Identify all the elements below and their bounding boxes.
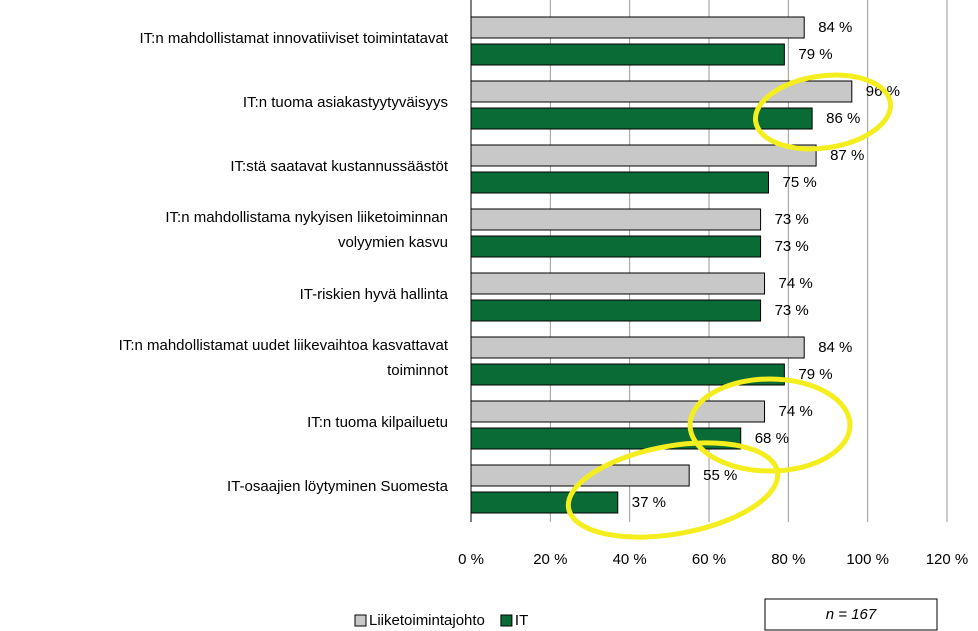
value-label: 84 % [818,19,852,36]
legend-label: Liiketoimintajohto [369,612,485,629]
highlight-ellipse [565,440,781,540]
x-tick-label: 0 % [458,551,484,568]
value-label: 87 % [830,147,864,164]
bar [470,299,762,322]
value-label: 84 % [818,339,852,356]
value-label: 68 % [755,430,789,447]
bar [470,107,813,130]
bar [470,208,762,231]
category-label: IT:n mahdollistama nykyisen liiketoiminn… [165,209,448,251]
bar [470,272,766,295]
bar [470,80,853,103]
x-tick-label: 20 % [533,551,567,568]
x-tick-label: 60 % [692,551,726,568]
category-label: IT:n tuoma kilpailuetu [307,413,448,431]
x-tick-label: 40 % [613,551,647,568]
value-label: 55 % [703,467,737,484]
bar [470,144,817,167]
category-label: IT:n tuoma asiakastyytyväisyys [242,93,448,111]
legend-swatch [500,614,513,627]
value-label: 37 % [632,494,666,511]
value-label: 79 % [798,46,832,63]
value-label: 73 % [775,302,809,319]
bar [470,43,785,66]
value-label: 74 % [779,403,813,420]
x-tick-label: 120 % [926,551,969,568]
bar [470,336,805,359]
bar [470,400,766,423]
category-label: IT:stä saatavat kustannussäästöt [230,157,448,175]
bar [470,235,762,258]
bar [470,171,769,194]
value-label: 86 % [826,110,860,127]
bar [470,363,785,386]
note: n = 167 [826,606,877,623]
value-label: 73 % [775,211,809,228]
highlight-ellipse [752,72,894,152]
value-label: 73 % [775,238,809,255]
note-box [764,598,938,631]
category-label: IT:n mahdollistamat innovatiiviset toimi… [139,29,448,47]
x-tick-label: 80 % [771,551,805,568]
value-label: 74 % [779,275,813,292]
legend-swatch [354,614,367,627]
highlight-ellipse [687,376,853,474]
bar [470,16,805,39]
value-label: 79 % [798,366,832,383]
category-label: IT:n mahdollistamat uudet liikevaihtoa k… [118,337,448,379]
category-label: IT-osaajien löytyminen Suomesta [227,477,448,495]
bar [470,491,619,514]
x-tick-label: 100 % [846,551,889,568]
legend-label: IT [515,612,528,629]
category-label: IT-riskien hyvä hallinta [299,285,448,303]
value-label: 75 % [783,174,817,191]
